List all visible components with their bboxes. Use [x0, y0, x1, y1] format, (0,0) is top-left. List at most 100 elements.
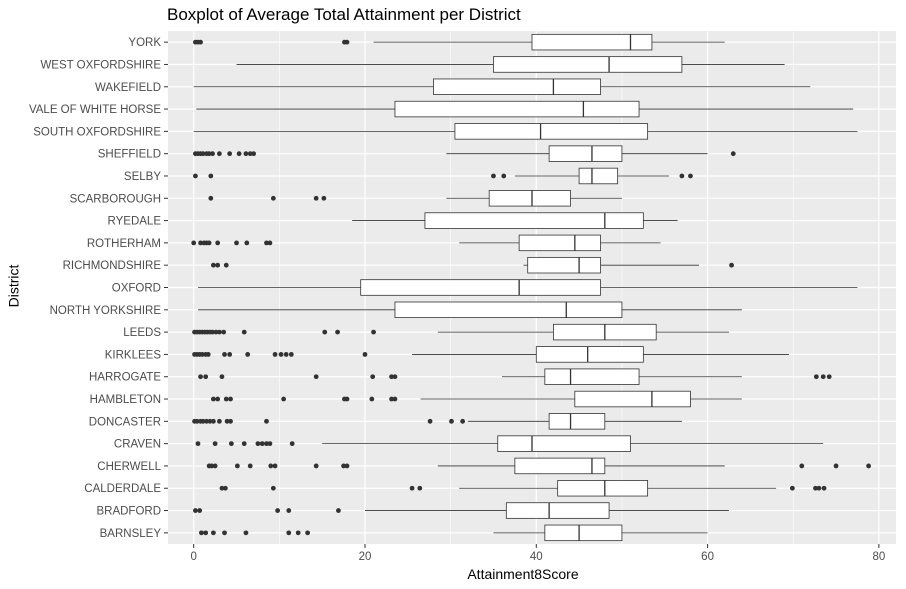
y-tick-label: BARNSLEY [100, 528, 162, 540]
outlier-point [866, 463, 871, 469]
outlier-point [813, 374, 819, 380]
outlier-point [275, 508, 281, 513]
outlier-point [198, 240, 203, 246]
box-iqr [527, 256, 601, 274]
box-iqr [518, 234, 601, 252]
outlier-point [392, 374, 398, 380]
outlier-point [206, 151, 212, 157]
outlier-point [679, 173, 685, 179]
outlier-point [216, 418, 222, 424]
outlier-point [219, 374, 225, 380]
outlier-point [213, 329, 219, 335]
outlier-point [244, 240, 250, 246]
outlier-point [344, 463, 350, 469]
outlier-point [313, 463, 319, 469]
y-tick-label: SOUTH OXFORDSHIRE [33, 126, 161, 138]
outlier-point [221, 329, 227, 335]
y-tick-label: NORTH YORKSHIRE [50, 305, 162, 317]
outlier-point [215, 396, 221, 402]
outlier-point [305, 530, 311, 536]
outlier-point [264, 418, 269, 424]
outlier-point [203, 530, 209, 536]
outlier-point [270, 485, 276, 491]
outlier-point [427, 418, 433, 424]
outlier-point [286, 508, 292, 513]
y-tick-label: LEEDS [123, 327, 161, 339]
y-tick-label: CHERWELL [97, 461, 161, 473]
y-tick-label: VALE OF WHITE HORSE [29, 104, 161, 116]
outlier-point [198, 374, 203, 380]
outlier-point [227, 151, 233, 157]
outlier-point [243, 151, 249, 157]
box-iqr [394, 301, 623, 319]
outlier-point [241, 329, 247, 335]
y-tick-label: CALDERDALE [84, 483, 161, 495]
outlier-point [370, 374, 376, 380]
outlier-point [313, 374, 319, 380]
outlier-point [191, 240, 197, 246]
outlier-point [210, 418, 216, 424]
outlier-point [491, 173, 496, 179]
outlier-point [205, 352, 211, 357]
y-tick-label: WEST OXFORDSHIRE [40, 59, 161, 71]
y-tick-label: HARROGATE [89, 372, 161, 384]
outlier-point [816, 485, 822, 491]
outlier-point [270, 195, 276, 201]
box-iqr [548, 145, 623, 162]
box-iqr [488, 190, 571, 207]
y-tick-label: YORK [128, 37, 161, 49]
outlier-point [207, 418, 213, 424]
outlier-point [216, 329, 222, 335]
outlier-point [206, 240, 212, 246]
outlier-point [409, 485, 415, 491]
outlier-point [234, 240, 239, 246]
box-iqr [544, 524, 623, 542]
box-iqr [531, 33, 653, 51]
box-iqr [557, 480, 649, 497]
outlier-point [335, 329, 340, 335]
outlier-point [322, 329, 328, 335]
x-tick-label: 60 [701, 551, 714, 563]
outlier-point [344, 39, 350, 45]
outlier-point [341, 463, 346, 469]
outlier-point [295, 530, 301, 536]
outlier-point [449, 418, 454, 424]
outlier-point [272, 463, 278, 469]
outlier-point [204, 418, 209, 424]
outlier-point [321, 195, 327, 201]
outlier-point [247, 463, 253, 469]
outlier-point [228, 396, 233, 402]
outlier-point [216, 151, 222, 157]
outlier-point [288, 352, 294, 357]
x-axis-title: Attainment8Score [467, 566, 579, 582]
outlier-point [215, 262, 221, 268]
outlier-point [199, 530, 204, 536]
outlier-point [212, 463, 218, 469]
outlier-point [730, 151, 736, 157]
outlier-point [228, 418, 233, 424]
box-iqr [548, 413, 606, 430]
outlier-point [203, 374, 209, 380]
y-tick-label: SHEFFIELD [98, 149, 161, 161]
outlier-point [212, 441, 218, 447]
outlier-point [247, 151, 253, 157]
outlier-point [267, 240, 273, 246]
outlier-point [234, 463, 240, 469]
y-tick-label: SCARBOROUGH [70, 193, 161, 205]
outlier-point [821, 485, 827, 491]
outlier-point [236, 151, 242, 157]
outlier-point [255, 441, 261, 447]
outlier-point [460, 418, 466, 424]
outlier-point [813, 485, 818, 491]
outlier-point [283, 352, 289, 357]
box-iqr [360, 279, 601, 296]
outlier-point [362, 352, 368, 357]
y-tick-label: WAKEFIELD [95, 82, 161, 94]
outlier-point [286, 530, 292, 536]
outlier-point [501, 173, 507, 179]
outlier-point [789, 485, 795, 491]
outlier-point [210, 151, 215, 157]
outlier-point [210, 530, 216, 536]
x-tick-label: 40 [530, 551, 543, 563]
